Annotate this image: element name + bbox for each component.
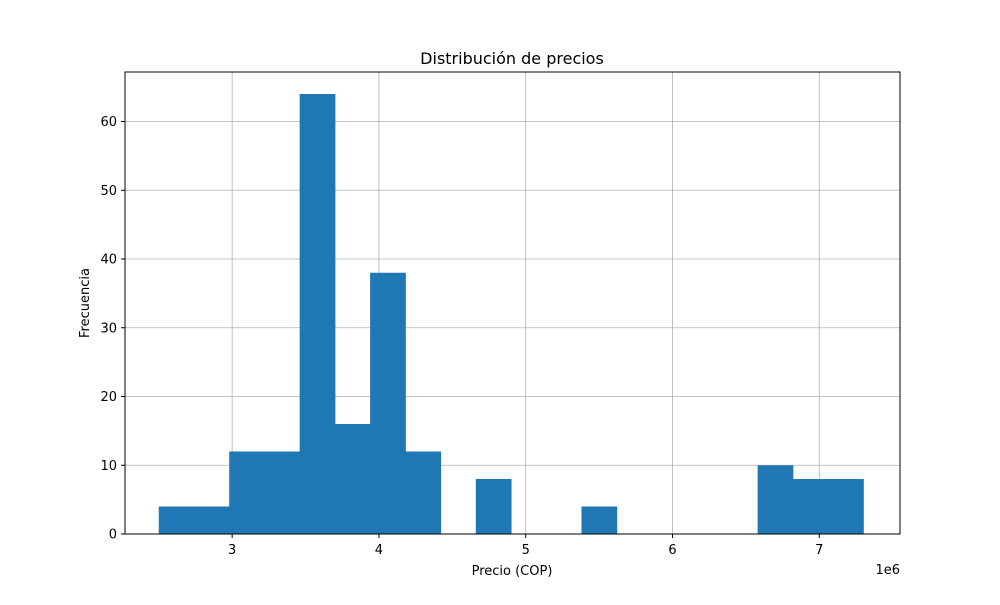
y-tick-label: 10	[100, 459, 117, 474]
chart-title: Distribución de precios	[420, 49, 604, 68]
y-tick-label: 60	[100, 115, 117, 130]
y-tick-label: 0	[109, 528, 117, 543]
y-tick-label: 40	[100, 253, 117, 268]
histogram-bar	[158, 506, 195, 534]
x-tick-label: 6	[668, 543, 676, 558]
y-tick-label: 50	[100, 184, 117, 199]
x-tick-label: 7	[815, 543, 823, 558]
histogram-bar	[370, 272, 406, 534]
x-axis-label: Precio (COP)	[472, 564, 553, 579]
histogram-bar	[264, 451, 301, 534]
y-axis-label: Frecuencia	[78, 268, 93, 338]
y-tick-label: 20	[100, 390, 117, 405]
histogram-bar	[475, 479, 512, 534]
histogram-bars	[158, 94, 864, 534]
histogram-bar	[299, 94, 336, 534]
histogram-bar	[334, 424, 371, 534]
x-tick-label: 5	[522, 543, 530, 558]
histogram-bar	[757, 465, 794, 534]
x-axis-offset-label: 1e6	[875, 563, 900, 578]
histogram-bar	[229, 451, 265, 534]
histogram-bar	[193, 506, 230, 534]
axis-ticks: 3 4 5 6 7 0 10 20 30 40 50 60	[100, 115, 823, 558]
x-tick-label: 3	[228, 543, 236, 558]
x-tick-label: 4	[375, 543, 383, 558]
histogram-bar	[581, 506, 618, 534]
histogram-bar	[405, 451, 442, 534]
plot-frame	[124, 71, 901, 535]
histogram-bar	[828, 479, 864, 534]
y-tick-label: 30	[100, 321, 117, 336]
histogram-bar	[792, 479, 829, 534]
